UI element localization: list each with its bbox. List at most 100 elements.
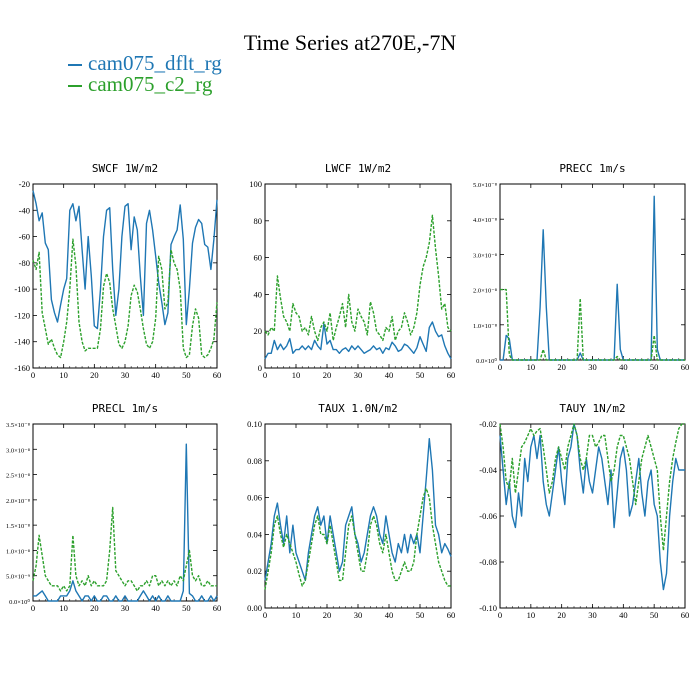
y-tick-label: 5.0×10⁻⁸ [473,182,498,189]
x-tick-label: 0 [263,610,267,620]
x-tick-label: 10 [527,610,536,620]
plot-frame [264,183,452,369]
x-tick-label: 20 [323,370,332,380]
x-tick-label: 40 [619,362,628,372]
y-tick-label: 0.04 [247,529,263,539]
y-tick-label: 0.08 [247,456,262,466]
y-tick-label: 1.5×10⁻⁸ [6,523,31,530]
y-tick-label: 0 [258,363,262,373]
series-line-c2 [500,288,685,361]
y-tick-label: 0.10 [247,419,262,429]
x-tick-label: 10 [59,370,68,380]
panel-tauy: TAUY 1N/m2 0 10 20 30 40 50 60 -0.10 -0.08 -0.06 -0… [479,402,689,620]
x-tick-label: 60 [213,603,222,613]
y-tick-label: -0.08 [479,557,497,567]
series-line-dflt [264,438,452,582]
x-tick-label: 60 [681,610,690,620]
y-tick-label: -40 [19,205,30,215]
y-tick-label: 0.0×10⁰ [476,357,497,365]
y-tick-label: -0.04 [479,465,497,475]
x-tick-label: 20 [90,603,99,613]
x-tick-label: 50 [182,370,191,380]
y-tick-label: -160 [14,363,30,373]
x-tick-label: 50 [416,370,425,380]
x-tick-label: 0 [31,603,35,613]
x-tick-label: 10 [527,362,536,372]
panel-title: SWCF 1W/m2 [92,162,158,175]
series-line-c2 [264,214,452,342]
y-tick-label: 60 [254,253,263,263]
legend-item-dflt: cam075_dflt_rg [68,51,222,76]
panel-swcf: SWCF 1W/m2 0 10 20 30 40 50 60 -160 -140 -120 -100 -… [14,162,221,380]
x-tick-label: 10 [292,610,301,620]
panel-lwcf: LWCF 1W/m2 0 10 20 30 40 50 60 0 20 40 60 80 100 [249,162,455,380]
panel-precl: PRECL 1m/s 0 10 20 30 40 50 60 0.0×10⁰ 5.0×10⁻⁹ 1.… [6,402,221,613]
y-tick-label: 80 [254,216,263,226]
series-line-dflt [33,443,218,602]
x-tick-label: 0 [263,370,267,380]
series-line-dflt [264,321,452,360]
y-tick-label: -60 [19,232,30,242]
y-tick-label: -80 [19,258,30,268]
x-tick-label: 0 [498,362,502,372]
y-tick-label: 40 [254,289,263,299]
x-tick-label: 30 [354,610,363,620]
x-tick-label: 30 [588,362,597,372]
y-tick-label: 3.0×10⁻⁸ [473,252,498,259]
series-line-dflt [499,423,685,591]
x-tick-label: 0 [498,610,502,620]
x-tick-label: 20 [557,362,566,372]
y-tick-label: 0.0×10⁰ [9,598,30,606]
y-tick-label: -20 [19,179,30,189]
x-tick-label: 50 [650,362,659,372]
legend-swatch [68,64,82,67]
panel-title: LWCF 1W/m2 [325,162,391,175]
y-tick-label: 2.0×10⁻⁸ [473,288,498,295]
panel-precc: PRECC 1m/s 0 10 20 30 40 50 60 0.0×10⁰ 1.0×10⁻⁸ 2.… [473,162,689,372]
x-tick-label: 0 [31,370,35,380]
x-tick-label: 10 [292,370,301,380]
y-tick-label: -120 [14,310,30,320]
panel-taux: TAUX 1.0N/m2 0 10 20 30 40 50 60 0.00 0.02 0.04 0.0… [247,402,455,620]
x-tick-label: 60 [213,370,222,380]
series-line-c2 [264,487,451,590]
series-line-c2 [32,238,218,359]
y-tick-label: 20 [254,326,263,336]
series-line-dflt [500,195,685,361]
x-tick-label: 60 [447,610,456,620]
x-tick-label: 20 [90,370,99,380]
x-tick-label: 40 [151,370,160,380]
series-line-c2 [499,423,685,552]
y-tick-label: 1.0×10⁻⁸ [473,323,498,330]
y-tick-label: -140 [14,337,30,347]
x-tick-label: 60 [681,362,690,372]
y-tick-label: -100 [14,284,30,294]
x-tick-label: 40 [385,610,394,620]
x-tick-label: 30 [588,610,597,620]
y-tick-label: 100 [249,179,262,189]
y-tick-label: -0.06 [479,511,497,521]
y-tick-label: 5.0×10⁻⁹ [6,574,31,581]
y-tick-label: -0.10 [479,603,497,613]
y-tick-label: 3.5×10⁻⁸ [6,422,31,429]
x-tick-label: 10 [59,603,68,613]
y-tick-label: 4.0×10⁻⁸ [473,217,498,224]
legend-label: cam075_dflt_rg [88,51,222,75]
y-tick-label: 2.0×10⁻⁸ [6,498,31,505]
x-tick-label: 50 [416,610,425,620]
panel-title: PRECC 1m/s [559,162,625,175]
series-line-dflt [32,190,218,330]
x-tick-label: 50 [182,603,191,613]
x-tick-label: 30 [354,370,363,380]
y-tick-label: 0.02 [247,566,262,576]
legend-item-c2: cam075_c2_rg [68,72,212,97]
y-tick-label: 1.0×10⁻⁸ [6,548,31,555]
x-tick-label: 20 [557,610,566,620]
panel-title: TAUY 1N/m2 [559,402,625,415]
series-line-c2 [32,506,217,592]
panel-title: TAUX 1.0N/m2 [318,402,397,415]
y-tick-label: -0.02 [479,419,497,429]
y-tick-label: 0.00 [247,603,262,613]
x-tick-label: 30 [121,370,130,380]
